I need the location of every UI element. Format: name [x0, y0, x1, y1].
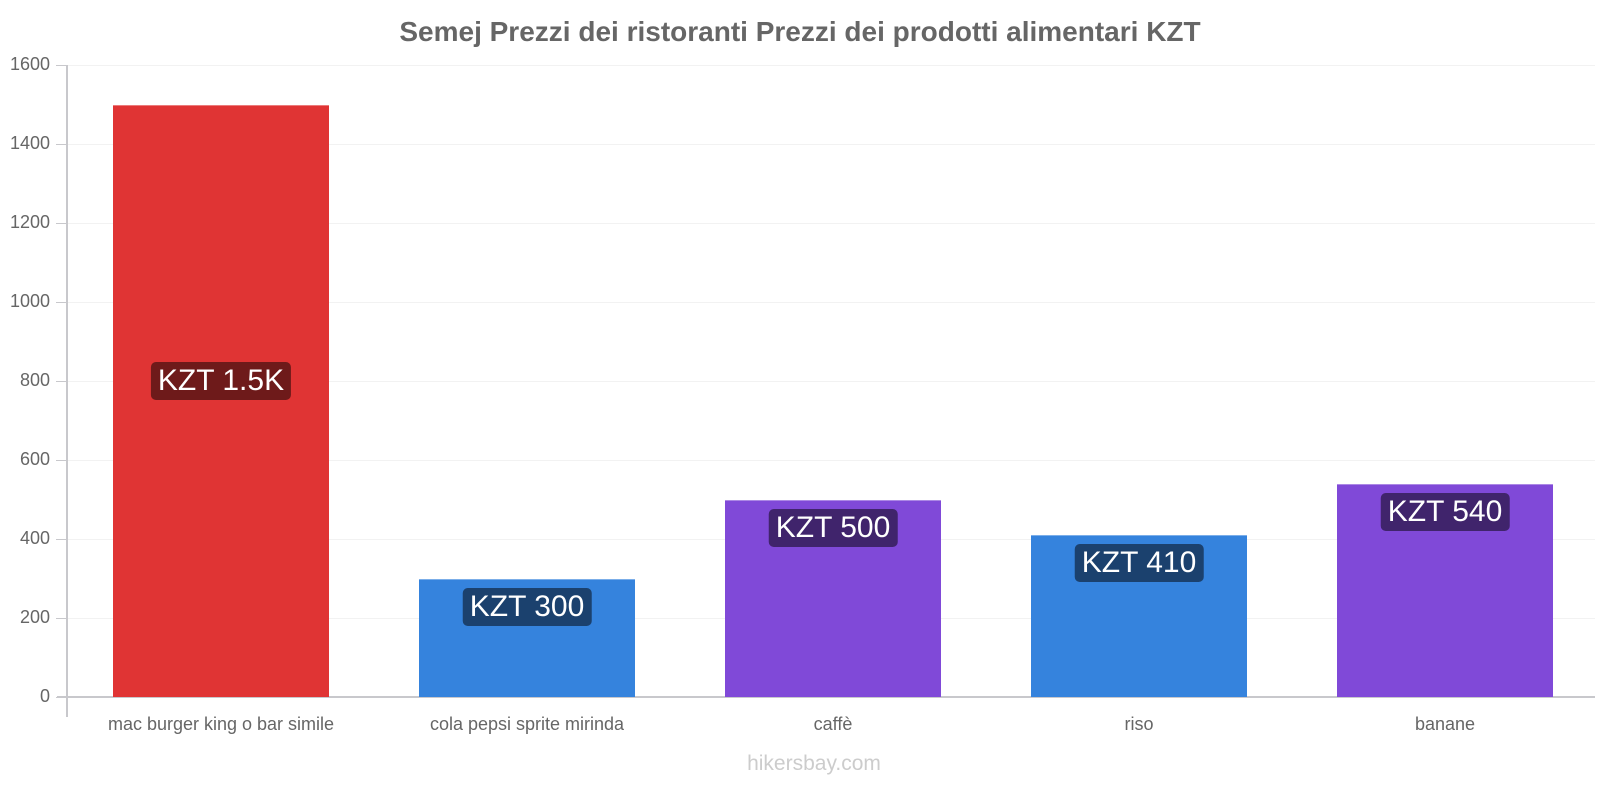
value-badge: KZT 540: [1380, 492, 1510, 531]
y-tick-mark: [56, 697, 66, 698]
value-badge: KZT 300: [462, 587, 592, 626]
y-tick-label: 600: [19, 449, 50, 469]
y-tick-label: 1400: [9, 133, 50, 153]
bar[interactable]: [113, 104, 329, 697]
value-badge: KZT 1.5K: [150, 361, 292, 400]
gridline: [67, 460, 1595, 461]
x-axis-line: [57, 696, 1595, 698]
x-tick-label: cola pepsi sprite mirinda: [429, 714, 625, 734]
y-tick-label: 1200: [9, 212, 50, 232]
y-tick-label: 200: [19, 607, 50, 627]
y-tick-label: 400: [19, 528, 50, 548]
watermark: hikersbay.com: [747, 752, 881, 775]
y-tick-mark: [56, 381, 66, 382]
x-tick-label: mac burger king o bar simile: [107, 714, 335, 734]
y-tick-mark: [56, 539, 66, 540]
y-tick-mark: [56, 144, 66, 145]
gridline: [67, 302, 1595, 303]
value-badge: KZT 500: [768, 508, 898, 547]
y-tick-mark: [56, 223, 66, 224]
gridline: [67, 144, 1595, 145]
x-tick-label: riso: [1124, 714, 1154, 734]
y-axis-line: [66, 65, 68, 717]
y-tick-mark: [56, 618, 66, 619]
y-tick-mark: [56, 460, 66, 461]
x-tick-label: caffè: [813, 714, 853, 734]
y-tick-mark: [56, 302, 66, 303]
value-badge: KZT 410: [1074, 544, 1204, 583]
gridline: [67, 223, 1595, 224]
y-tick-mark: [56, 65, 66, 66]
y-tick-label: 1000: [9, 291, 50, 311]
y-tick-label: 800: [19, 370, 50, 390]
y-tick-label: 0: [39, 686, 50, 706]
y-tick-label: 1600: [9, 54, 50, 74]
x-tick-label: banane: [1414, 714, 1476, 734]
chart-title: Semej Prezzi dei ristoranti Prezzi dei p…: [399, 16, 1201, 47]
gridline: [67, 381, 1595, 382]
gridline: [67, 65, 1595, 66]
